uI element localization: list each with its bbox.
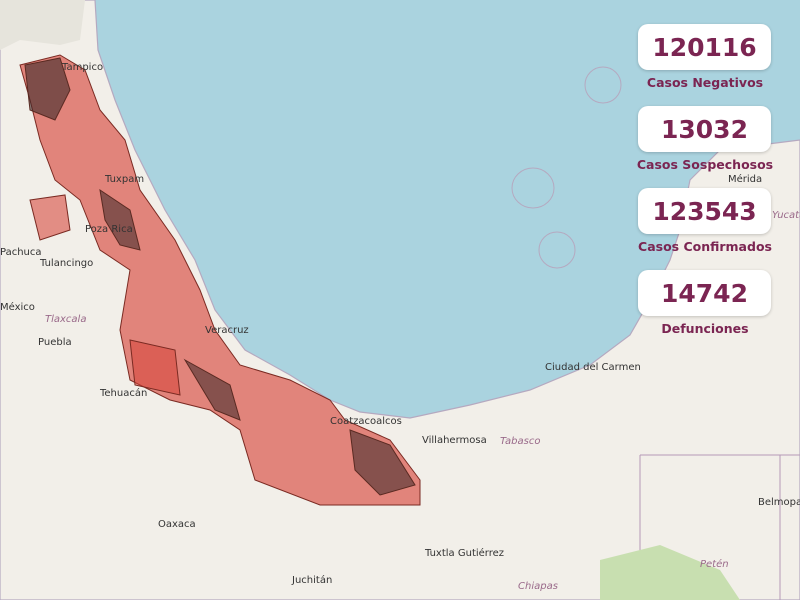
place-label: Oaxaca <box>158 519 196 530</box>
reef <box>511 167 555 209</box>
stat-label: Casos Confirmados <box>638 239 772 254</box>
place-label: Tuxtla Gutiérrez <box>424 547 504 559</box>
municipality[interactable] <box>129 339 181 396</box>
forest <box>600 545 740 600</box>
place-label: Ciudad del Carmen <box>545 362 641 373</box>
land-top <box>0 0 85 50</box>
place-label: Tlaxcala <box>45 314 86 325</box>
place-label: Petén <box>700 558 729 570</box>
place-label: Chiapas <box>518 581 558 592</box>
municipality[interactable] <box>183 358 241 421</box>
place-label: Tulancingo <box>39 258 93 269</box>
stat-label: Casos Sospechosos <box>636 157 774 172</box>
veracruz-region[interactable] <box>19 54 421 506</box>
place-label: Villahermosa <box>422 435 487 446</box>
place-label: Poza Rica <box>85 224 133 235</box>
place-label: Tuxpam <box>104 174 144 185</box>
municipality[interactable] <box>29 194 71 241</box>
place-label: Pachuca <box>0 247 42 258</box>
place-label: Yucatán <box>772 209 800 221</box>
place-label: México <box>0 301 35 313</box>
stat-card: 13032 <box>638 106 771 152</box>
municipality[interactable] <box>349 429 416 496</box>
place-label: Veracruz <box>205 325 249 336</box>
reef <box>538 231 576 269</box>
place-label: Tehuacán <box>99 387 147 399</box>
municipality[interactable] <box>99 188 141 251</box>
stat-card: 123543 <box>638 188 771 234</box>
place-label: Tabasco <box>500 436 541 447</box>
reef <box>584 66 622 104</box>
stat-label: Defunciones <box>661 321 749 336</box>
municipality[interactable] <box>24 57 71 121</box>
place-label: Belmopan <box>758 497 800 508</box>
place-label: Tampico <box>61 62 103 73</box>
place-label: Mérida <box>728 173 762 185</box>
stat-card: 14742 <box>638 270 771 316</box>
place-label: Puebla <box>38 337 72 348</box>
place-label: Juchitán <box>291 574 332 586</box>
place-label: Coatzacoalcos <box>330 416 402 427</box>
stat-card: 120116 <box>638 24 771 70</box>
stat-label: Casos Negativos <box>646 75 764 90</box>
